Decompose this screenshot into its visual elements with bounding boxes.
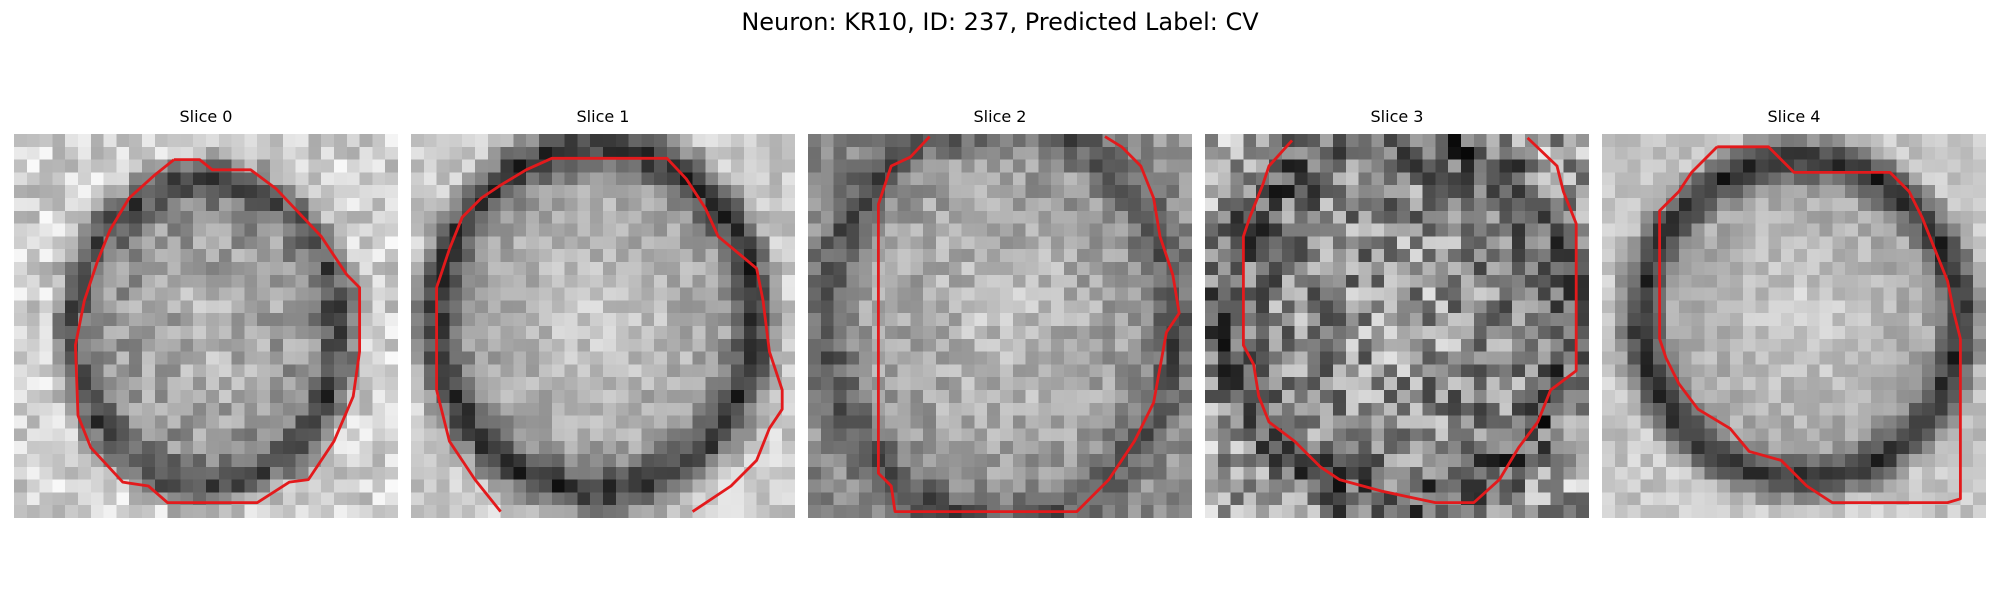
slice-title-4: Slice 4 bbox=[1767, 107, 1821, 126]
roi-contour-0 bbox=[74, 158, 362, 505]
slice-title-0: Slice 0 bbox=[179, 107, 233, 126]
slice-image-4 bbox=[1602, 134, 1986, 518]
slice-image-0 bbox=[14, 134, 398, 518]
roi-contour-3 bbox=[1241, 136, 1578, 505]
figure-title: Neuron: KR10, ID: 237, Predicted Label: … bbox=[741, 8, 1259, 36]
slice-image-3 bbox=[1205, 134, 1589, 518]
slice-title-2: Slice 2 bbox=[973, 107, 1027, 126]
slice-image-1 bbox=[411, 134, 795, 518]
roi-contour-2 bbox=[876, 135, 1181, 514]
slice-title-3: Slice 3 bbox=[1370, 107, 1424, 126]
slice-title-1: Slice 1 bbox=[576, 107, 630, 126]
roi-contour-4 bbox=[1658, 145, 1962, 505]
roi-contour-1 bbox=[435, 156, 784, 513]
slice-image-2 bbox=[808, 134, 1192, 518]
